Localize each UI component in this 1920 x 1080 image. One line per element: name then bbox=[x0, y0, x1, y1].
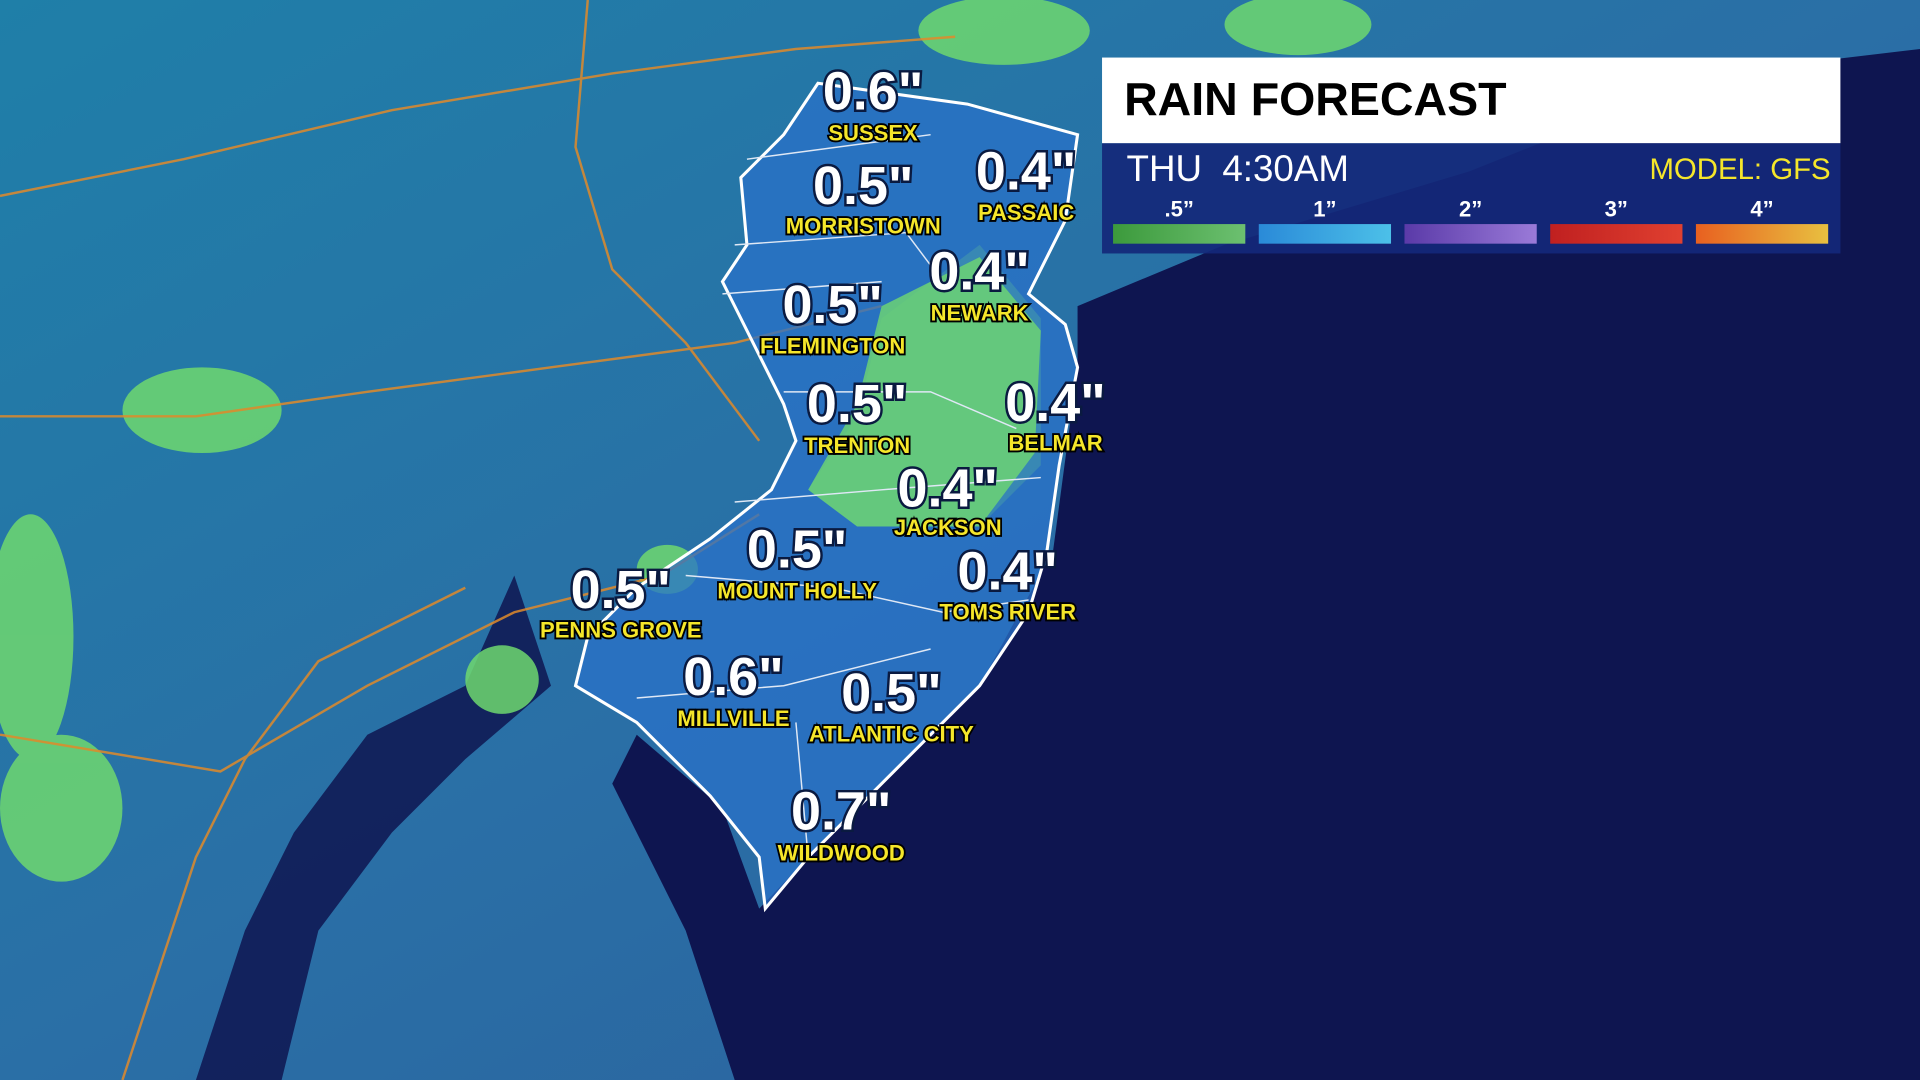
rain-amount: 0.4" bbox=[929, 242, 1029, 302]
location-name: MOUNT HOLLY bbox=[717, 578, 877, 603]
legend-swatch bbox=[1550, 224, 1683, 244]
forecast-time: THU 4:30AM bbox=[1127, 148, 1349, 189]
rain-amount: 0.5" bbox=[571, 560, 671, 620]
rain-amount: 0.5" bbox=[813, 156, 913, 216]
rain-amount: 0.5" bbox=[747, 520, 847, 580]
rain-amount: 0.4" bbox=[976, 141, 1076, 201]
county-lines bbox=[636, 133, 1041, 858]
location-name: SUSSEX bbox=[828, 121, 918, 146]
location-name: BELMAR bbox=[1008, 430, 1102, 455]
location-name: MILLVILLE bbox=[677, 706, 789, 731]
rain-amount: 0.7" bbox=[791, 782, 891, 842]
rain-amount: 0.5" bbox=[807, 374, 907, 434]
rain-amount: 0.5" bbox=[841, 663, 941, 723]
model-name: MODEL: GFS bbox=[1649, 153, 1830, 186]
location-name: PENNS GROVE bbox=[540, 618, 702, 643]
legend: .5” 1” 2” 3” 4” bbox=[1113, 196, 1829, 244]
legend-label: 4” bbox=[1750, 196, 1773, 221]
location-name: FLEMINGTON bbox=[760, 334, 905, 359]
location-name: TRENTON bbox=[804, 433, 910, 458]
legend-label: .5” bbox=[1164, 196, 1193, 221]
rain-amount: 0.5" bbox=[782, 275, 882, 335]
legend-label: 1” bbox=[1313, 196, 1336, 221]
legend-swatch bbox=[1258, 224, 1392, 244]
location-name: WILDWOOD bbox=[778, 841, 905, 866]
chesapeake-bay bbox=[195, 575, 552, 1080]
legend-swatch bbox=[1113, 224, 1246, 244]
forecast-labels: 0.6"SUSSEX0.5"MORRISTOWN0.4"PASSAIC0.4"N… bbox=[538, 59, 1108, 867]
location-name: TOMS RIVER bbox=[939, 599, 1076, 624]
legend-swatch bbox=[1695, 224, 1829, 244]
legend-label: 2” bbox=[1459, 196, 1482, 221]
location-name: JACKSON bbox=[894, 515, 1002, 540]
location-name: NEWARK bbox=[931, 301, 1029, 326]
roads bbox=[0, 0, 956, 1080]
location-name: PASSAIC bbox=[978, 200, 1074, 225]
location-name: MORRISTOWN bbox=[786, 214, 941, 239]
rain-amount: 0.4" bbox=[898, 458, 998, 518]
title-box bbox=[1102, 57, 1841, 144]
rain-amount: 0.6" bbox=[823, 62, 923, 122]
title: RAIN FORECAST bbox=[1124, 73, 1506, 125]
location-name: ATLANTIC CITY bbox=[809, 722, 974, 747]
rain-amount: 0.6" bbox=[683, 647, 783, 707]
legend-swatch bbox=[1404, 224, 1537, 244]
legend-label: 3” bbox=[1605, 196, 1628, 221]
rain-amount: 0.4" bbox=[1005, 373, 1105, 433]
rain-amount: 0.4" bbox=[958, 542, 1058, 602]
